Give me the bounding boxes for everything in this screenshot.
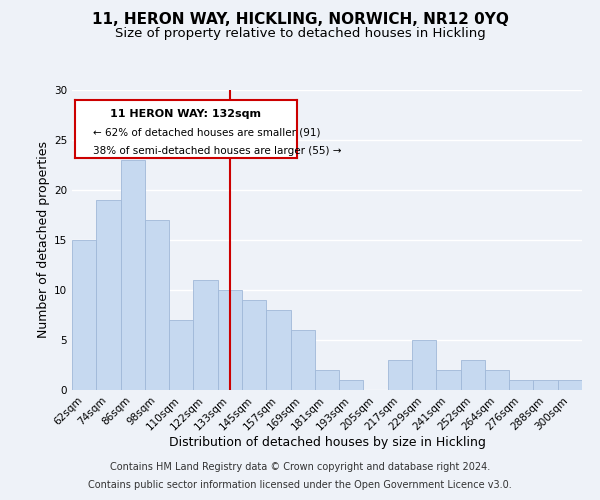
- Bar: [72, 240, 96, 390]
- Bar: [290, 330, 315, 390]
- Bar: [436, 370, 461, 390]
- Bar: [461, 360, 485, 390]
- Bar: [193, 280, 218, 390]
- Text: Size of property relative to detached houses in Hickling: Size of property relative to detached ho…: [115, 28, 485, 40]
- Y-axis label: Number of detached properties: Number of detached properties: [37, 142, 50, 338]
- Bar: [485, 370, 509, 390]
- Bar: [533, 380, 558, 390]
- Bar: [315, 370, 339, 390]
- Text: ← 62% of detached houses are smaller (91): ← 62% of detached houses are smaller (91…: [93, 128, 320, 138]
- Bar: [388, 360, 412, 390]
- X-axis label: Distribution of detached houses by size in Hickling: Distribution of detached houses by size …: [169, 436, 485, 449]
- Text: Contains public sector information licensed under the Open Government Licence v3: Contains public sector information licen…: [88, 480, 512, 490]
- Text: 11, HERON WAY, HICKLING, NORWICH, NR12 0YQ: 11, HERON WAY, HICKLING, NORWICH, NR12 0…: [92, 12, 508, 28]
- Bar: [169, 320, 193, 390]
- Bar: [266, 310, 290, 390]
- Bar: [121, 160, 145, 390]
- Bar: [558, 380, 582, 390]
- Bar: [412, 340, 436, 390]
- Text: 38% of semi-detached houses are larger (55) →: 38% of semi-detached houses are larger (…: [93, 146, 341, 156]
- Bar: [509, 380, 533, 390]
- Bar: [145, 220, 169, 390]
- Text: Contains HM Land Registry data © Crown copyright and database right 2024.: Contains HM Land Registry data © Crown c…: [110, 462, 490, 472]
- Bar: [218, 290, 242, 390]
- Bar: [339, 380, 364, 390]
- Text: 11 HERON WAY: 132sqm: 11 HERON WAY: 132sqm: [110, 108, 262, 118]
- Bar: [242, 300, 266, 390]
- Bar: [96, 200, 121, 390]
